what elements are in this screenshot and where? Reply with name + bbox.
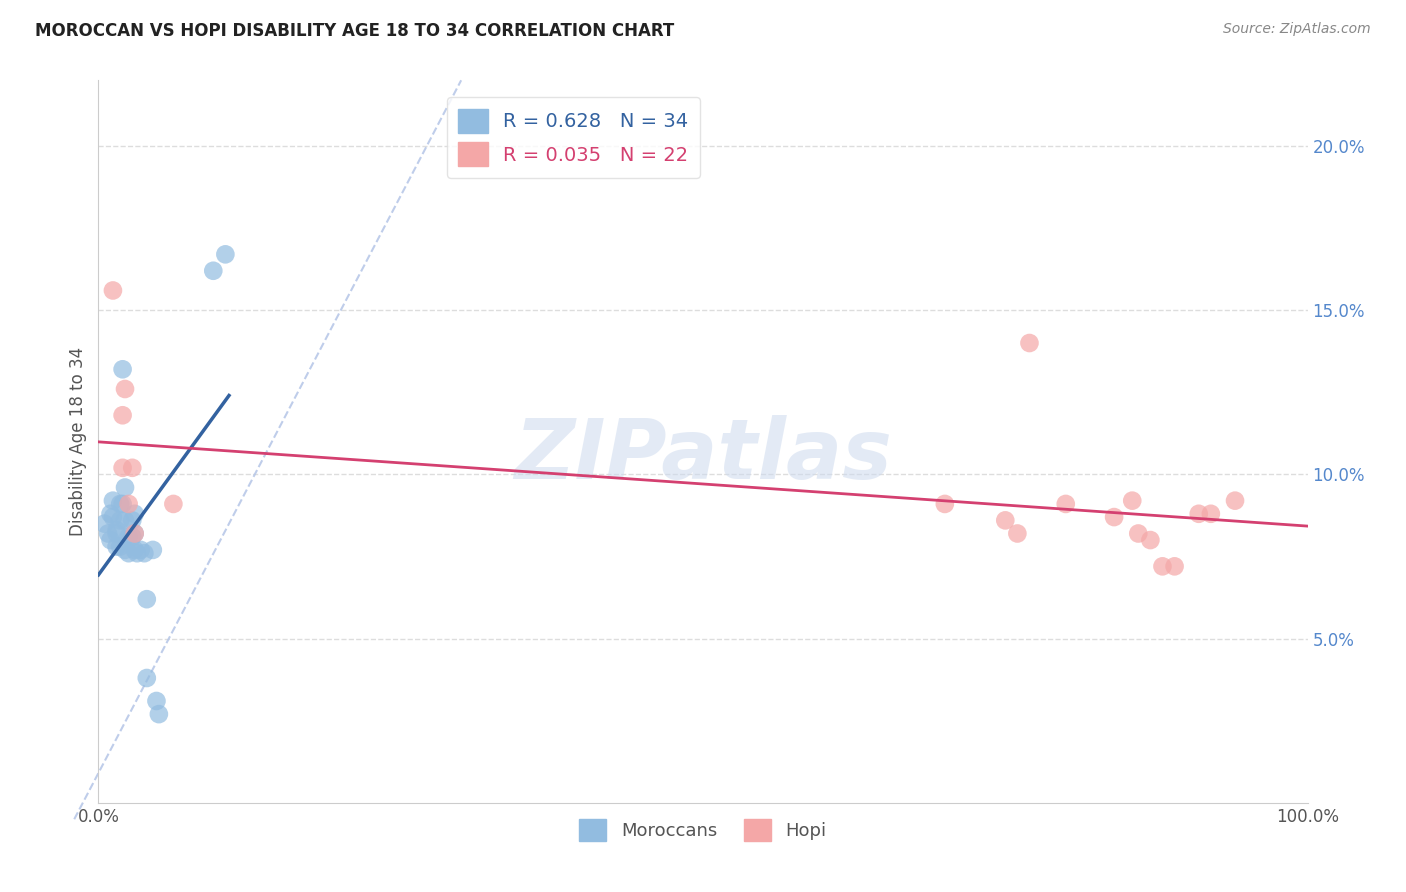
Point <box>108 540 131 554</box>
Point <box>124 526 146 541</box>
Point <box>114 542 136 557</box>
Point <box>121 513 143 527</box>
Point <box>1128 526 1150 541</box>
Point <box>135 592 157 607</box>
Point <box>1163 559 1185 574</box>
Text: MOROCCAN VS HOPI DISABILITY AGE 18 TO 34 CORRELATION CHART: MOROCCAN VS HOPI DISABILITY AGE 18 TO 34… <box>35 22 675 40</box>
Point <box>145 694 167 708</box>
Point <box>1054 497 1077 511</box>
Point <box>114 513 136 527</box>
Point <box>1139 533 1161 547</box>
Point <box>202 264 225 278</box>
Point <box>100 533 122 547</box>
Y-axis label: Disability Age 18 to 34: Disability Age 18 to 34 <box>69 347 87 536</box>
Point <box>1223 493 1246 508</box>
Point <box>934 497 956 511</box>
Text: ZIPatlas: ZIPatlas <box>515 416 891 497</box>
Point <box>111 409 134 423</box>
Point <box>162 497 184 511</box>
Point <box>101 493 124 508</box>
Legend: Moroccans, Hopi: Moroccans, Hopi <box>572 812 834 848</box>
Point <box>1121 493 1143 508</box>
Point <box>97 526 120 541</box>
Point <box>105 526 128 541</box>
Point <box>114 382 136 396</box>
Point <box>148 707 170 722</box>
Point <box>129 542 152 557</box>
Point <box>100 507 122 521</box>
Point <box>108 513 131 527</box>
Point <box>1018 336 1040 351</box>
Point <box>118 530 141 544</box>
Point <box>994 513 1017 527</box>
Point <box>111 497 134 511</box>
Point <box>105 540 128 554</box>
Point <box>111 362 134 376</box>
Point <box>101 510 124 524</box>
Point <box>93 516 115 531</box>
Point <box>127 546 149 560</box>
Point <box>1152 559 1174 574</box>
Point <box>124 542 146 557</box>
Point <box>1188 507 1211 521</box>
Point <box>121 460 143 475</box>
Point <box>118 546 141 560</box>
Point <box>124 507 146 521</box>
Point <box>134 546 156 560</box>
Point <box>142 542 165 557</box>
Point <box>214 247 236 261</box>
Point <box>124 526 146 541</box>
Point <box>105 523 128 537</box>
Point <box>114 481 136 495</box>
Point <box>135 671 157 685</box>
Point <box>1102 510 1125 524</box>
Point <box>121 530 143 544</box>
Point <box>108 497 131 511</box>
Point <box>1199 507 1222 521</box>
Text: Source: ZipAtlas.com: Source: ZipAtlas.com <box>1223 22 1371 37</box>
Point <box>118 497 141 511</box>
Point <box>1007 526 1029 541</box>
Point <box>111 460 134 475</box>
Point <box>101 284 124 298</box>
